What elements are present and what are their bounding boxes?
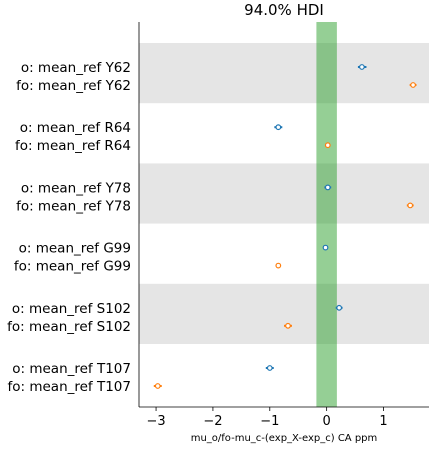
point-estimate	[324, 184, 331, 191]
x-tick-label: 1	[379, 414, 387, 429]
point-estimate	[266, 365, 273, 371]
point-estimate	[324, 142, 331, 149]
point-estimate	[336, 304, 343, 311]
point-estimate	[407, 202, 414, 209]
rope-region	[316, 22, 337, 407]
point-estimate	[410, 82, 416, 88]
row-label: o: mean_ref R64	[20, 120, 131, 136]
row-label: o: mean_ref Y78	[21, 180, 131, 196]
point-estimate	[322, 244, 329, 251]
row-label: fo: mean_ref R64	[15, 138, 131, 154]
row-label: fo: mean_ref S102	[7, 319, 131, 335]
row-labels: o: mean_ref Y62 fo: mean_ref Y62 o: mean_r…	[7, 60, 131, 395]
group-band	[139, 283, 429, 344]
hdi-marks	[153, 64, 417, 389]
row-label: o: mean_ref G99	[19, 241, 131, 257]
x-axis-label: mu_o/fo-mu_c-(exp_X-exp_c) CA ppm	[191, 433, 378, 444]
point-estimate	[285, 322, 291, 329]
row-label: fo: mean_ref Y78	[16, 198, 131, 214]
row-label: fo: mean_ref Y62	[16, 78, 131, 94]
x-tick-label: −3	[146, 414, 165, 429]
x-tick-label: −1	[260, 414, 279, 429]
x-axis: −3 −2 −1 0 1	[138, 22, 429, 429]
point-estimate	[275, 262, 282, 269]
row-label: fo: mean_ref T107	[7, 379, 131, 395]
group-band	[139, 43, 429, 104]
group-bands	[139, 43, 429, 344]
row-label: fo: mean_ref G99	[14, 259, 131, 275]
chart-title: 94.0% HDI	[244, 1, 324, 19]
rope-band	[316, 22, 337, 407]
x-tick-label: 0	[323, 414, 331, 429]
point-estimate	[154, 383, 161, 389]
row-label: o: mean_ref T107	[12, 361, 131, 377]
row-label: o: mean_ref S102	[12, 301, 131, 317]
group-band	[139, 163, 429, 224]
row-label: o: mean_ref Y62	[21, 60, 131, 76]
point-estimate	[275, 124, 282, 131]
x-tick-label: −2	[203, 414, 222, 429]
point-estimate	[359, 64, 365, 70]
